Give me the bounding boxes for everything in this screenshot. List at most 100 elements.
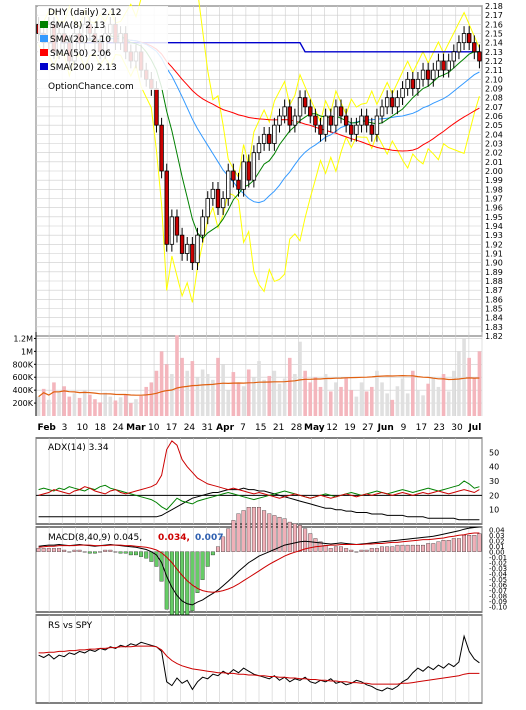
macd-histogram-bar	[231, 520, 236, 552]
x-tick-label: 10	[148, 423, 160, 433]
macd-y-tick-label: -0.04	[489, 571, 508, 579]
candle-body	[287, 106, 292, 126]
macd-histogram-bar	[123, 551, 128, 554]
candle-body	[215, 188, 221, 209]
volume-bar	[98, 402, 102, 416]
candle-body	[154, 88, 159, 126]
volume-bar	[477, 351, 482, 416]
macd-histogram-bar	[477, 533, 482, 552]
volume-y-tick-label: 1.2M	[13, 334, 33, 343]
x-tick-label: 19	[344, 423, 356, 433]
macd-histogram-bar	[431, 543, 436, 552]
price-y-tick-label: 1.83	[485, 323, 503, 332]
volume-bar	[36, 396, 41, 416]
volume-bar	[216, 357, 220, 416]
volume-sma-line	[38, 374, 480, 398]
volume-bar	[252, 377, 256, 416]
volume-bar	[472, 377, 477, 416]
volume-bar	[170, 374, 174, 416]
adx-y-tick-label: 40	[489, 463, 499, 472]
price-y-tick-label: 2.18	[485, 2, 503, 11]
x-tick-label: 30	[451, 423, 463, 433]
candle-body	[369, 124, 374, 135]
price-y-tick-label: 1.88	[485, 277, 503, 286]
adx-y-tick-label: 30	[489, 477, 499, 486]
volume-bar	[323, 374, 328, 416]
macd-histogram-bar	[426, 543, 431, 552]
volume-bar	[339, 386, 343, 416]
candle-body	[302, 97, 308, 108]
macd-histogram-bar	[292, 523, 297, 552]
volume-bar	[175, 335, 179, 416]
price-y-tick-label: 2.10	[485, 75, 503, 84]
candle-body	[343, 115, 349, 126]
macd-histogram-label: 0.007	[195, 533, 223, 543]
volume-bar	[308, 382, 313, 416]
price-y-tick-label: 1.90	[485, 259, 503, 268]
legend-entry: SMA(20) 2.10	[50, 35, 111, 45]
macd-histogram-bar	[456, 538, 461, 552]
macd-histogram-bar	[205, 551, 210, 567]
volume-bar	[108, 396, 113, 416]
macd-histogram-bar	[328, 548, 333, 552]
macd-y-tick-label: -0.02	[489, 560, 507, 568]
x-tick-label: 10	[77, 423, 89, 433]
macd-histogram-bar	[77, 549, 82, 552]
macd-histogram-bar	[144, 551, 149, 559]
candle-body	[472, 42, 477, 53]
legend-swatch	[40, 49, 48, 56]
volume-bar	[103, 392, 108, 416]
price-y-tick-label: 1.96	[485, 204, 503, 213]
x-tick-label: 9	[401, 423, 407, 433]
macd-histogram-bar	[395, 544, 400, 552]
volume-bar	[77, 397, 82, 416]
volume-bar	[369, 386, 374, 416]
x-tick-label: 3	[62, 423, 68, 433]
macd-histogram-bar	[164, 551, 169, 610]
price-y-tick-label: 1.92	[485, 240, 503, 249]
volume-bar	[462, 338, 466, 416]
volume-y-tick-label: 1M	[21, 347, 33, 356]
candle-body	[246, 161, 251, 181]
macd-histogram-bar	[400, 544, 405, 552]
macd-histogram-bar	[333, 546, 338, 552]
macd-y-tick-label: -0.06	[489, 582, 508, 590]
volume-bar	[364, 391, 369, 416]
volume-bar	[426, 383, 430, 416]
adx-y-tick-label: 20	[489, 491, 499, 500]
x-tick-label: 15	[255, 423, 266, 433]
macd-histogram-bar	[374, 548, 379, 552]
volume-bar	[67, 396, 72, 416]
macd-histogram-bar	[380, 546, 384, 552]
macd-histogram-bar	[108, 549, 113, 552]
candle-body	[410, 78, 415, 89]
x-tick-label: 23	[433, 423, 444, 433]
price-y-tick-label: 1.84	[485, 314, 503, 323]
candle-body	[384, 97, 390, 108]
volume-bar	[88, 394, 92, 416]
candle-body	[390, 97, 395, 108]
candle-body	[195, 234, 200, 264]
x-tick-label: 17	[166, 423, 177, 433]
volume-bar	[287, 357, 292, 416]
macd-histogram-bar	[344, 548, 349, 552]
volume-bar	[431, 377, 436, 416]
volume-bar	[118, 397, 123, 416]
macd-histogram-bar	[226, 528, 231, 552]
legend-entry: SMA(8) 2.13	[50, 21, 105, 31]
macd-y-tick-label: -0.08	[489, 593, 507, 601]
volume-bar	[62, 386, 66, 416]
macd-y-tick-label: -0.09	[489, 598, 507, 606]
candle-body	[451, 51, 456, 62]
volume-bar	[446, 391, 451, 416]
price-y-tick-label: 2.02	[485, 149, 503, 158]
macd-histogram-bar	[385, 546, 390, 552]
adx-title: ADX(14) 3.34	[48, 443, 109, 453]
price-y-tick-label: 2.01	[485, 158, 503, 167]
x-tick-label: 24	[112, 423, 124, 433]
candle-body	[267, 133, 272, 144]
candle-body	[297, 97, 303, 117]
price-y-tick-label: 2.07	[485, 103, 503, 112]
candle-body	[256, 143, 262, 154]
candle-body	[226, 170, 231, 199]
